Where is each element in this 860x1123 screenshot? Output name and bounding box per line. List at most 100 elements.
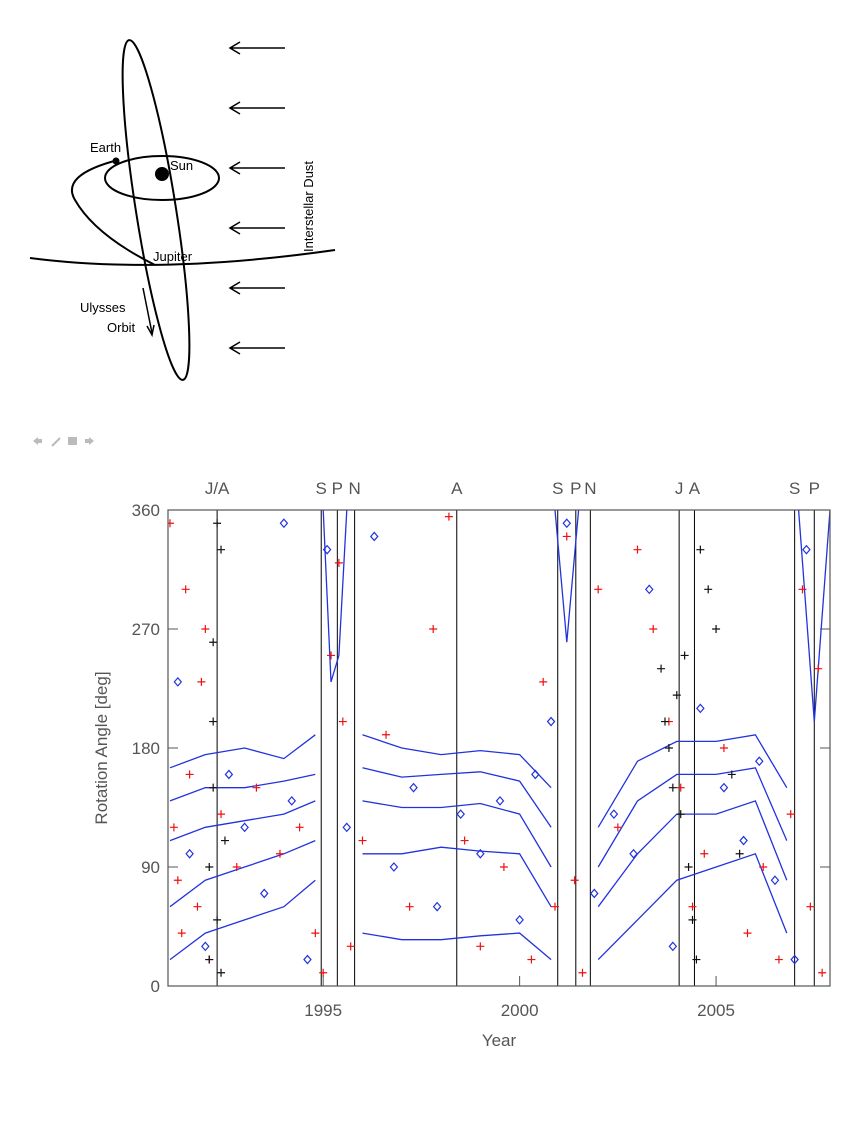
diamond-point [201,941,210,952]
label: Ulysses [80,300,126,315]
plus-point [539,677,548,686]
ulysses-orbit [121,39,191,381]
contour-line [554,510,580,643]
plus-point [205,955,214,964]
event-label: P [570,479,581,498]
event-label: P [332,479,343,498]
diamond-point [668,941,678,952]
plus-point [613,823,622,832]
plus-point [570,876,579,885]
x-tick-label: 2005 [697,1001,735,1020]
diamond-point [173,676,183,687]
diamond-point [322,544,332,555]
plus-point [220,836,229,845]
plus-point [735,849,744,858]
plus-point [562,532,571,541]
y-tick-label: 90 [141,858,160,877]
plus-point [499,863,508,871]
plus-point [358,836,367,845]
contour-line [797,510,830,722]
plus-point [704,585,713,594]
contour-line [597,800,788,908]
label: Jupiter [153,249,193,264]
plus-point [319,968,328,977]
plus-point [405,902,414,911]
icon[interactable] [33,437,42,445]
plus-point [692,955,701,964]
plus-point [275,849,284,858]
label: Sun [170,158,193,173]
event-label: S [789,479,800,498]
plus-point [660,717,669,726]
plot-frame [167,509,831,987]
contour-line [597,734,788,828]
diamond-point [589,888,599,899]
plus-point [346,942,355,951]
label: Earth [90,140,121,155]
earth [112,157,120,165]
plus-point [786,810,795,819]
event-label: S [552,479,563,498]
plus-point [334,558,343,567]
plus-point [181,585,190,594]
plus-point [327,651,336,660]
plus-point [676,810,685,819]
diamond-point [562,518,572,529]
event-label: A [451,479,463,498]
plot-area [168,510,830,986]
y-tick-label: 360 [132,501,160,520]
diamond-point [696,703,705,714]
earth-orbit [104,155,220,201]
icon[interactable] [51,437,61,447]
plus-point [217,810,226,819]
plus-point [429,625,438,633]
plus-point [688,915,697,924]
diamond-point [224,769,234,780]
chart: 0 90 180 270 360 1995 2000 2005 Year Rotation Ang… [92,479,831,1050]
contour-line [169,734,552,789]
plus-point [173,876,182,885]
diamond-point [495,795,505,806]
plus-point [672,691,681,700]
plus-point [460,836,469,845]
sun [155,167,169,181]
diamond-point [802,544,811,555]
diamond-point [456,809,465,820]
plus-point [684,863,693,871]
x-axis-title: Year [482,1031,517,1050]
event-label: P [809,479,820,498]
diamond-point [369,531,379,542]
plus-point [169,823,178,832]
plus-point [177,929,186,938]
plus-point [382,730,391,739]
orbit-arrow [142,287,155,338]
diamond-point [546,716,556,727]
plus-point [338,717,347,726]
diamond-point [409,782,418,793]
diamond-point [432,901,442,912]
plus-point [213,915,222,924]
icon[interactable] [68,437,77,445]
plus-point [798,585,807,594]
plus-point [197,677,206,686]
plus-point [814,664,823,673]
plus-point [818,968,827,977]
contour-line [169,767,552,828]
plus-point [743,929,752,938]
diamond-point [279,518,289,529]
plus-point [712,625,721,633]
y-tick-label: 180 [132,739,160,758]
plus-point [209,638,218,647]
plus-point [700,849,709,858]
jupiter-orbit [29,249,336,266]
contour-line [169,800,552,868]
plus-point [727,770,736,779]
icon[interactable] [85,437,94,445]
diamond-point [629,848,638,859]
plus-point [232,863,241,871]
diamond-point [259,888,269,899]
event-label: S [316,479,327,498]
diamond-point [287,795,297,806]
plus-point [806,902,815,911]
event-label: J [675,479,684,498]
